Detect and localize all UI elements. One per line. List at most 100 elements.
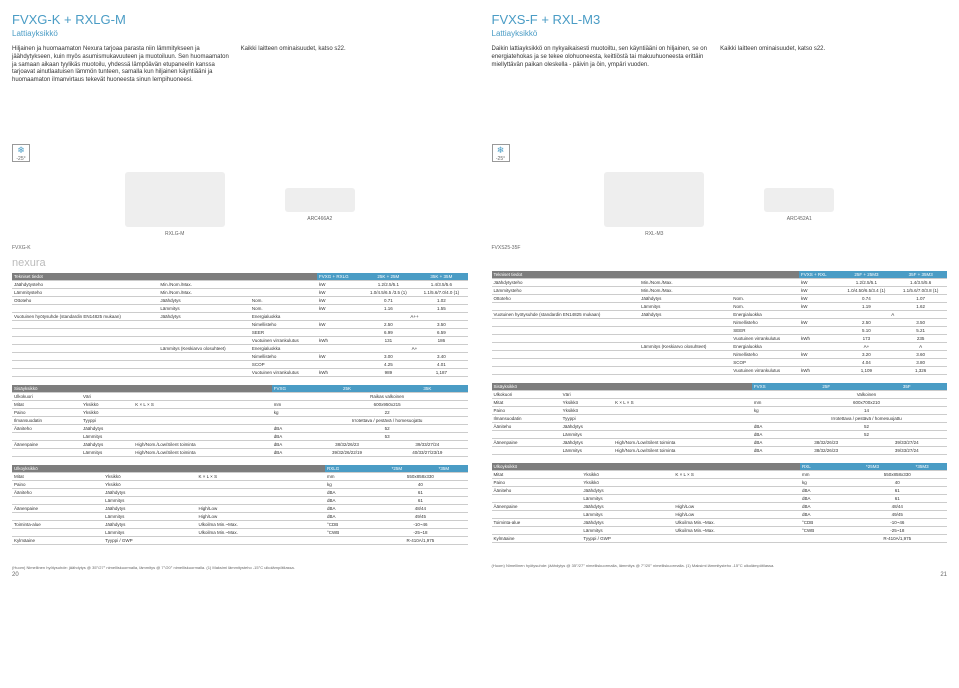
table-cell: 5.21 <box>894 327 947 335</box>
table-cell: 5.10 <box>838 327 894 335</box>
table-cell: A+ <box>838 343 894 351</box>
table-cell: Tyyppi / GWP <box>581 535 673 543</box>
table-cell: K × L × S <box>613 399 752 407</box>
table-cell: K × L × S <box>196 473 325 481</box>
table-cell: 3.40 <box>415 353 467 361</box>
table-cell: Yksikkö <box>581 471 673 479</box>
table-cell: Jäähdytys <box>81 441 133 449</box>
table-cell <box>250 281 317 289</box>
table-cell: 52 <box>786 431 947 439</box>
table-cell <box>12 305 158 313</box>
product-title: FVXG-K + RXLG-M <box>12 12 468 27</box>
table-cell: 173 <box>838 335 894 343</box>
table-cell <box>492 495 582 503</box>
table-cell: Paino <box>12 481 103 489</box>
table-cell: 3.60 <box>894 351 947 359</box>
table-cell: Lämmitys <box>81 433 133 441</box>
outdoor-table: UlkoyksikköRXLG*25M*35MMitatYksikköK × L… <box>12 465 468 545</box>
table-header <box>581 463 673 471</box>
table-cell: Jäähdytys <box>639 311 731 319</box>
table-cell <box>673 479 800 487</box>
table-header <box>613 383 752 391</box>
table-cell <box>158 369 249 377</box>
table-cell: Nom. <box>250 305 317 313</box>
table-cell: Äänenpaine <box>492 503 582 511</box>
table-cell: Vuotuinen virrankulutus <box>250 369 317 377</box>
table-cell: Tyyppi <box>561 415 613 423</box>
table-cell: Lämmitys (Keskiarvo olosuhteet) <box>158 345 249 353</box>
table-cell: 1.2/2.5/5.1 <box>361 281 415 289</box>
table-cell: Ottoteho <box>12 297 158 305</box>
table-cell: -25~18 <box>848 527 947 535</box>
table-cell: High/Nom./Low/Silent toiminta <box>133 449 272 457</box>
table-cell: Jäähdytys <box>581 519 673 527</box>
table-cell: dBA <box>752 423 786 431</box>
table-cell: dBA <box>325 513 373 521</box>
table-cell <box>673 487 800 495</box>
table-cell: 1.2/2.5/5.1 <box>838 279 894 287</box>
table-header <box>133 385 272 393</box>
table-cell: Nimellisteho <box>250 321 317 329</box>
table-cell <box>196 537 325 545</box>
table-header: 35K <box>387 385 467 393</box>
table-cell: 38/32/26/23 <box>786 447 866 455</box>
footnote: (Huom) Nimellinen hyötysuhde: jäähdytys … <box>12 565 468 570</box>
table-cell: Mitat <box>12 473 103 481</box>
table-cell: Lämmitys <box>581 527 673 535</box>
table-cell: 40 <box>848 479 947 487</box>
table-cell: kW <box>799 303 838 311</box>
table-cell: Energialuokka <box>731 311 799 319</box>
table-cell: High/Low <box>673 503 800 511</box>
table-cell: °CDB <box>325 521 373 529</box>
intro-text-2: Kaikki laitteen ominaisuudet, katso s22. <box>720 46 939 136</box>
table-cell: Vuotuinen hyötysuhde (standardin EN14825… <box>492 311 640 319</box>
table-cell <box>12 321 158 329</box>
table-cell: 52 <box>786 423 947 431</box>
table-header: Tekniset tiedot <box>492 271 640 279</box>
table-cell: Irrotettava / pestävä / homesuojattu <box>307 417 468 425</box>
table-header: Sisäyksikkö <box>12 385 81 393</box>
table-cell: Nom. <box>731 303 799 311</box>
table-cell: Ääniteho <box>12 425 81 433</box>
table-cell <box>731 287 799 295</box>
table-cell: 61 <box>848 495 947 503</box>
table-cell: 4.25 <box>361 361 415 369</box>
table-cell: Min./Nom./Max. <box>639 287 731 295</box>
table-cell <box>196 481 325 489</box>
table-cell: Jäähdytys <box>639 295 731 303</box>
table-cell <box>158 329 249 337</box>
table-cell <box>12 529 103 537</box>
table-header: RXLG <box>325 465 373 473</box>
table-cell: 0.71 <box>361 297 415 305</box>
table-cell <box>492 319 640 327</box>
table-cell: K × L × S <box>673 471 800 479</box>
table-cell: dBA <box>752 431 786 439</box>
table-cell <box>12 497 103 505</box>
table-cell <box>639 351 731 359</box>
table-cell <box>673 535 800 543</box>
table-cell: Min./Nom./Max. <box>158 289 249 297</box>
table-cell <box>492 351 640 359</box>
table-cell: kg <box>325 481 373 489</box>
table-header <box>250 273 317 281</box>
table-cell <box>250 289 317 297</box>
table-cell <box>613 423 752 431</box>
table-cell: 1.4/3.5/5.6 <box>894 279 947 287</box>
table-cell: K × L × S <box>133 401 272 409</box>
table-cell: A <box>838 311 947 319</box>
table-cell: Lämmitys <box>581 511 673 519</box>
table-cell: Mitat <box>12 401 81 409</box>
table-cell: Yksikkö <box>561 399 613 407</box>
table-cell: Nimellisteho <box>250 353 317 361</box>
table-cell: Vuotuinen virrankulutus <box>731 367 799 375</box>
indoor-table: SisäyksikköFVXS25F35FUlkokuoriVäriValkoi… <box>492 383 948 455</box>
table-cell: dBA <box>800 495 848 503</box>
table-cell <box>613 391 752 399</box>
table-cell: 1,109 <box>838 367 894 375</box>
table-cell: kg <box>752 407 786 415</box>
table-cell: 39/33/27/24 <box>387 441 467 449</box>
table-cell: Ulkoilma Min.~Max. <box>196 529 325 537</box>
table-cell: Paino <box>492 407 561 415</box>
table-cell: 49/45 <box>373 513 467 521</box>
table-cell: dBA <box>800 487 848 495</box>
